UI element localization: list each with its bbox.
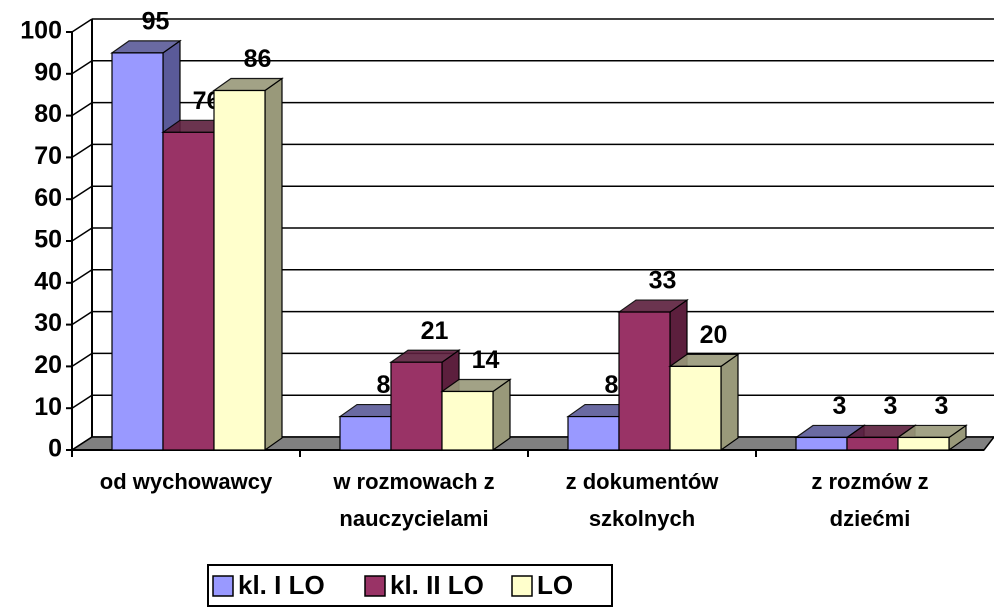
y-tick-label: 40 (34, 267, 62, 295)
grid-wall-line (71, 101, 93, 117)
y-tick-label: 0 (48, 435, 62, 463)
grid-wall-line (71, 60, 93, 75)
value-label: 8 (605, 371, 619, 399)
bar (390, 361, 443, 451)
bar (111, 52, 164, 451)
grid-wall-line (71, 394, 93, 409)
y-tick-label: 60 (34, 184, 62, 212)
value-label: 21 (421, 317, 449, 345)
y-tick-label: 90 (34, 58, 62, 86)
y-tick-label: 30 (34, 309, 62, 337)
y-tick-label: 100 (20, 17, 62, 45)
value-label: 3 (833, 392, 847, 420)
bar (846, 436, 899, 451)
bar (441, 390, 494, 451)
value-label: 14 (472, 346, 500, 374)
grid-wall-line (71, 185, 93, 200)
legend-swatch (364, 575, 386, 597)
grid-wall-line (71, 143, 93, 159)
bar (618, 311, 671, 451)
legend-swatch (212, 575, 234, 597)
value-label: 86 (244, 45, 272, 73)
value-label: 3 (935, 392, 949, 420)
value-label: 8 (377, 371, 391, 399)
y-tick-label: 10 (34, 393, 62, 421)
bar (339, 415, 392, 451)
legend-box (207, 564, 613, 607)
bar (162, 131, 215, 451)
value-label: 3 (884, 392, 898, 420)
bar (795, 436, 848, 451)
y-tick-label: 50 (34, 226, 62, 254)
grid-wall-line (71, 310, 93, 326)
bar (897, 436, 950, 451)
bar (567, 415, 620, 451)
grid-wall-line (71, 227, 93, 242)
legend-label: kl. II LO (390, 570, 484, 600)
bar (669, 365, 722, 451)
legend-label: kl. I LO (238, 570, 325, 600)
legend-label: LO (537, 570, 573, 600)
bar-side (720, 353, 739, 452)
grid-wall-line (71, 18, 93, 33)
grid-wall-line (71, 352, 93, 368)
y-tick-label: 70 (34, 142, 62, 170)
value-label: 33 (649, 267, 677, 295)
x-tick-label: w rozmowach z nauczycielami (332, 469, 494, 531)
y-tick-label: 20 (34, 351, 62, 379)
value-label: 20 (700, 321, 728, 349)
y-tick-label: 80 (34, 100, 62, 128)
value-label: 95 (142, 8, 170, 36)
bar-side (264, 77, 283, 452)
grid-wall-line (71, 269, 93, 284)
x-tick-label: z rozmów z dziećmi (811, 469, 928, 531)
x-tick-label: z dokumentów szkolnych (566, 469, 720, 531)
x-tick-label: od wychowawcy (100, 469, 273, 494)
legend-swatch (511, 575, 533, 597)
bar (213, 89, 266, 451)
